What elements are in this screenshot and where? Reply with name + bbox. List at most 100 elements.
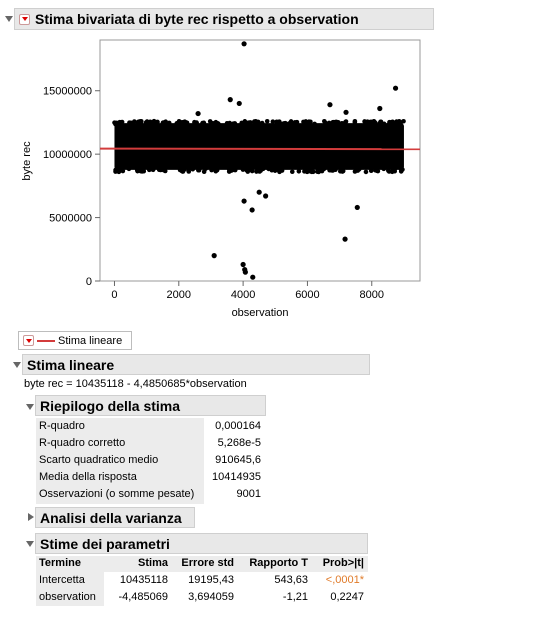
- data-point: [194, 120, 199, 125]
- data-point: [363, 169, 369, 175]
- data-point: [339, 120, 345, 126]
- data-point: [356, 167, 362, 172]
- data-point: [241, 198, 247, 204]
- data-point: [186, 169, 192, 174]
- data-point: [114, 120, 120, 126]
- params-t-ratio: -1,21: [282, 591, 308, 603]
- data-point: [343, 119, 349, 124]
- params-col-header: Rapporto T: [249, 557, 308, 569]
- collapse-triangle-icon[interactable]: [5, 16, 13, 22]
- report-title: Stima bivariata di byte rec rispetto a o…: [35, 11, 359, 27]
- data-point: [343, 109, 349, 115]
- red-triangle-menu-icon[interactable]: [19, 13, 30, 25]
- fit-line: [99, 147, 421, 151]
- data-point: [386, 169, 392, 174]
- data-point: [211, 253, 217, 259]
- data-point: [190, 166, 196, 172]
- summary-table: R-quadro R-quadro corretto Scarto quadra…: [36, 418, 266, 504]
- data-point: [292, 120, 297, 125]
- x-tick-label: 2000: [167, 289, 191, 301]
- collapse-triangle-icon[interactable]: [26, 404, 34, 410]
- data-point: [307, 121, 312, 127]
- collapse-triangle-icon[interactable]: [26, 541, 34, 547]
- summary-value: 910645,6: [215, 454, 261, 466]
- data-point: [184, 120, 190, 125]
- linear-fit-header: Stima lineare: [22, 354, 370, 375]
- data-point: [253, 119, 258, 124]
- params-term: Intercetta: [39, 574, 85, 586]
- data-point: [239, 121, 245, 127]
- data-point: [398, 121, 403, 127]
- legend-line-icon: [37, 339, 55, 342]
- data-point: [342, 236, 348, 242]
- summary-value: 5,268e-5: [217, 437, 261, 449]
- collapse-triangle-icon[interactable]: [13, 362, 21, 368]
- params-std-error: 3,694059: [188, 591, 234, 603]
- data-point: [288, 119, 294, 124]
- x-axis-label: observation: [232, 307, 289, 319]
- params-std-error: 19195,43: [188, 574, 234, 586]
- anova-title: Analisi della varianza: [40, 509, 182, 526]
- data-point: [119, 119, 125, 125]
- legend-menu-icon[interactable]: [23, 335, 34, 346]
- summary-value: 9001: [236, 488, 261, 500]
- data-point: [152, 120, 158, 126]
- data-point: [248, 121, 253, 127]
- data-point: [196, 167, 201, 173]
- data-point: [372, 120, 378, 125]
- data-point: [368, 168, 374, 174]
- x-tick-label: 8000: [360, 289, 384, 301]
- summary-value: 0,000164: [215, 420, 261, 432]
- expand-triangle-icon[interactable]: [28, 513, 34, 521]
- summary-label: R-quadro: [39, 420, 85, 432]
- data-point: [263, 193, 269, 199]
- legend-label: Stima lineare: [58, 334, 123, 347]
- scatter-chart: 0 2000 4000 6000 8000 0 5000000 10000000 1500000…: [21, 39, 421, 319]
- summary-label: Scarto quadratico medio: [39, 454, 159, 466]
- params-col-header: Termine: [39, 557, 81, 569]
- data-point: [392, 168, 398, 174]
- data-point: [377, 121, 382, 126]
- data-point: [377, 105, 383, 112]
- data-point: [213, 168, 219, 174]
- data-point: [308, 166, 314, 172]
- params-p-value: 0,2247: [330, 591, 364, 603]
- data-point: [120, 168, 126, 174]
- data-point: [352, 119, 358, 125]
- data-point: [381, 166, 387, 172]
- params-term: observation: [39, 591, 96, 603]
- data-point: [259, 121, 265, 127]
- data-point: [327, 102, 333, 108]
- data-point: [181, 167, 187, 173]
- data-point: [279, 168, 285, 173]
- params-estimate: 10435118: [119, 574, 168, 586]
- anova-header[interactable]: Analisi della varianza: [35, 507, 195, 528]
- data-point: [228, 168, 234, 173]
- summary-label-column: [36, 418, 204, 504]
- params-col-header: Prob>|t|: [322, 557, 364, 569]
- data-point: [227, 120, 232, 126]
- data-point: [354, 204, 360, 211]
- data-point: [369, 119, 374, 125]
- report-header: Stima bivariata di byte rec rispetto a o…: [14, 8, 434, 30]
- data-point: [302, 169, 307, 174]
- data-point: [321, 166, 327, 172]
- params-header-row: [36, 556, 368, 572]
- summary-label: Osservazioni (o somme pesate): [39, 488, 195, 500]
- summary-value: 10414935: [212, 471, 261, 483]
- linear-fit-title: Stima lineare: [27, 356, 115, 373]
- fit-equation: byte rec = 10435118 - 4,4850685*observat…: [24, 378, 247, 390]
- summary-header: Riepilogo della stima: [35, 395, 266, 416]
- data-point: [132, 119, 137, 124]
- data-point: [250, 274, 256, 280]
- data-point: [373, 167, 378, 173]
- params-title: Stime dei parametri: [40, 535, 170, 552]
- params-term-column: [36, 572, 104, 606]
- data-point: [276, 121, 281, 127]
- data-point: [326, 120, 332, 126]
- data-point: [394, 119, 399, 124]
- data-point: [180, 120, 185, 125]
- data-point: [240, 167, 246, 172]
- data-point: [401, 118, 406, 124]
- data-point: [249, 168, 255, 174]
